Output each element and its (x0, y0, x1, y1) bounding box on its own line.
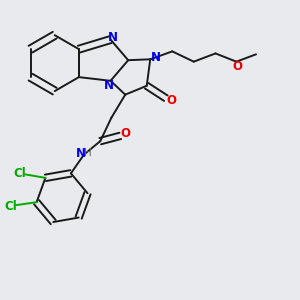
Text: Cl: Cl (4, 200, 17, 213)
Text: Cl: Cl (13, 167, 26, 180)
Text: H: H (84, 148, 92, 158)
Text: N: N (76, 147, 86, 160)
Text: N: N (151, 51, 160, 64)
Text: O: O (166, 94, 176, 107)
Text: O: O (233, 61, 243, 74)
Text: N: N (108, 31, 118, 44)
Text: O: O (121, 127, 130, 140)
Text: N: N (104, 79, 114, 92)
